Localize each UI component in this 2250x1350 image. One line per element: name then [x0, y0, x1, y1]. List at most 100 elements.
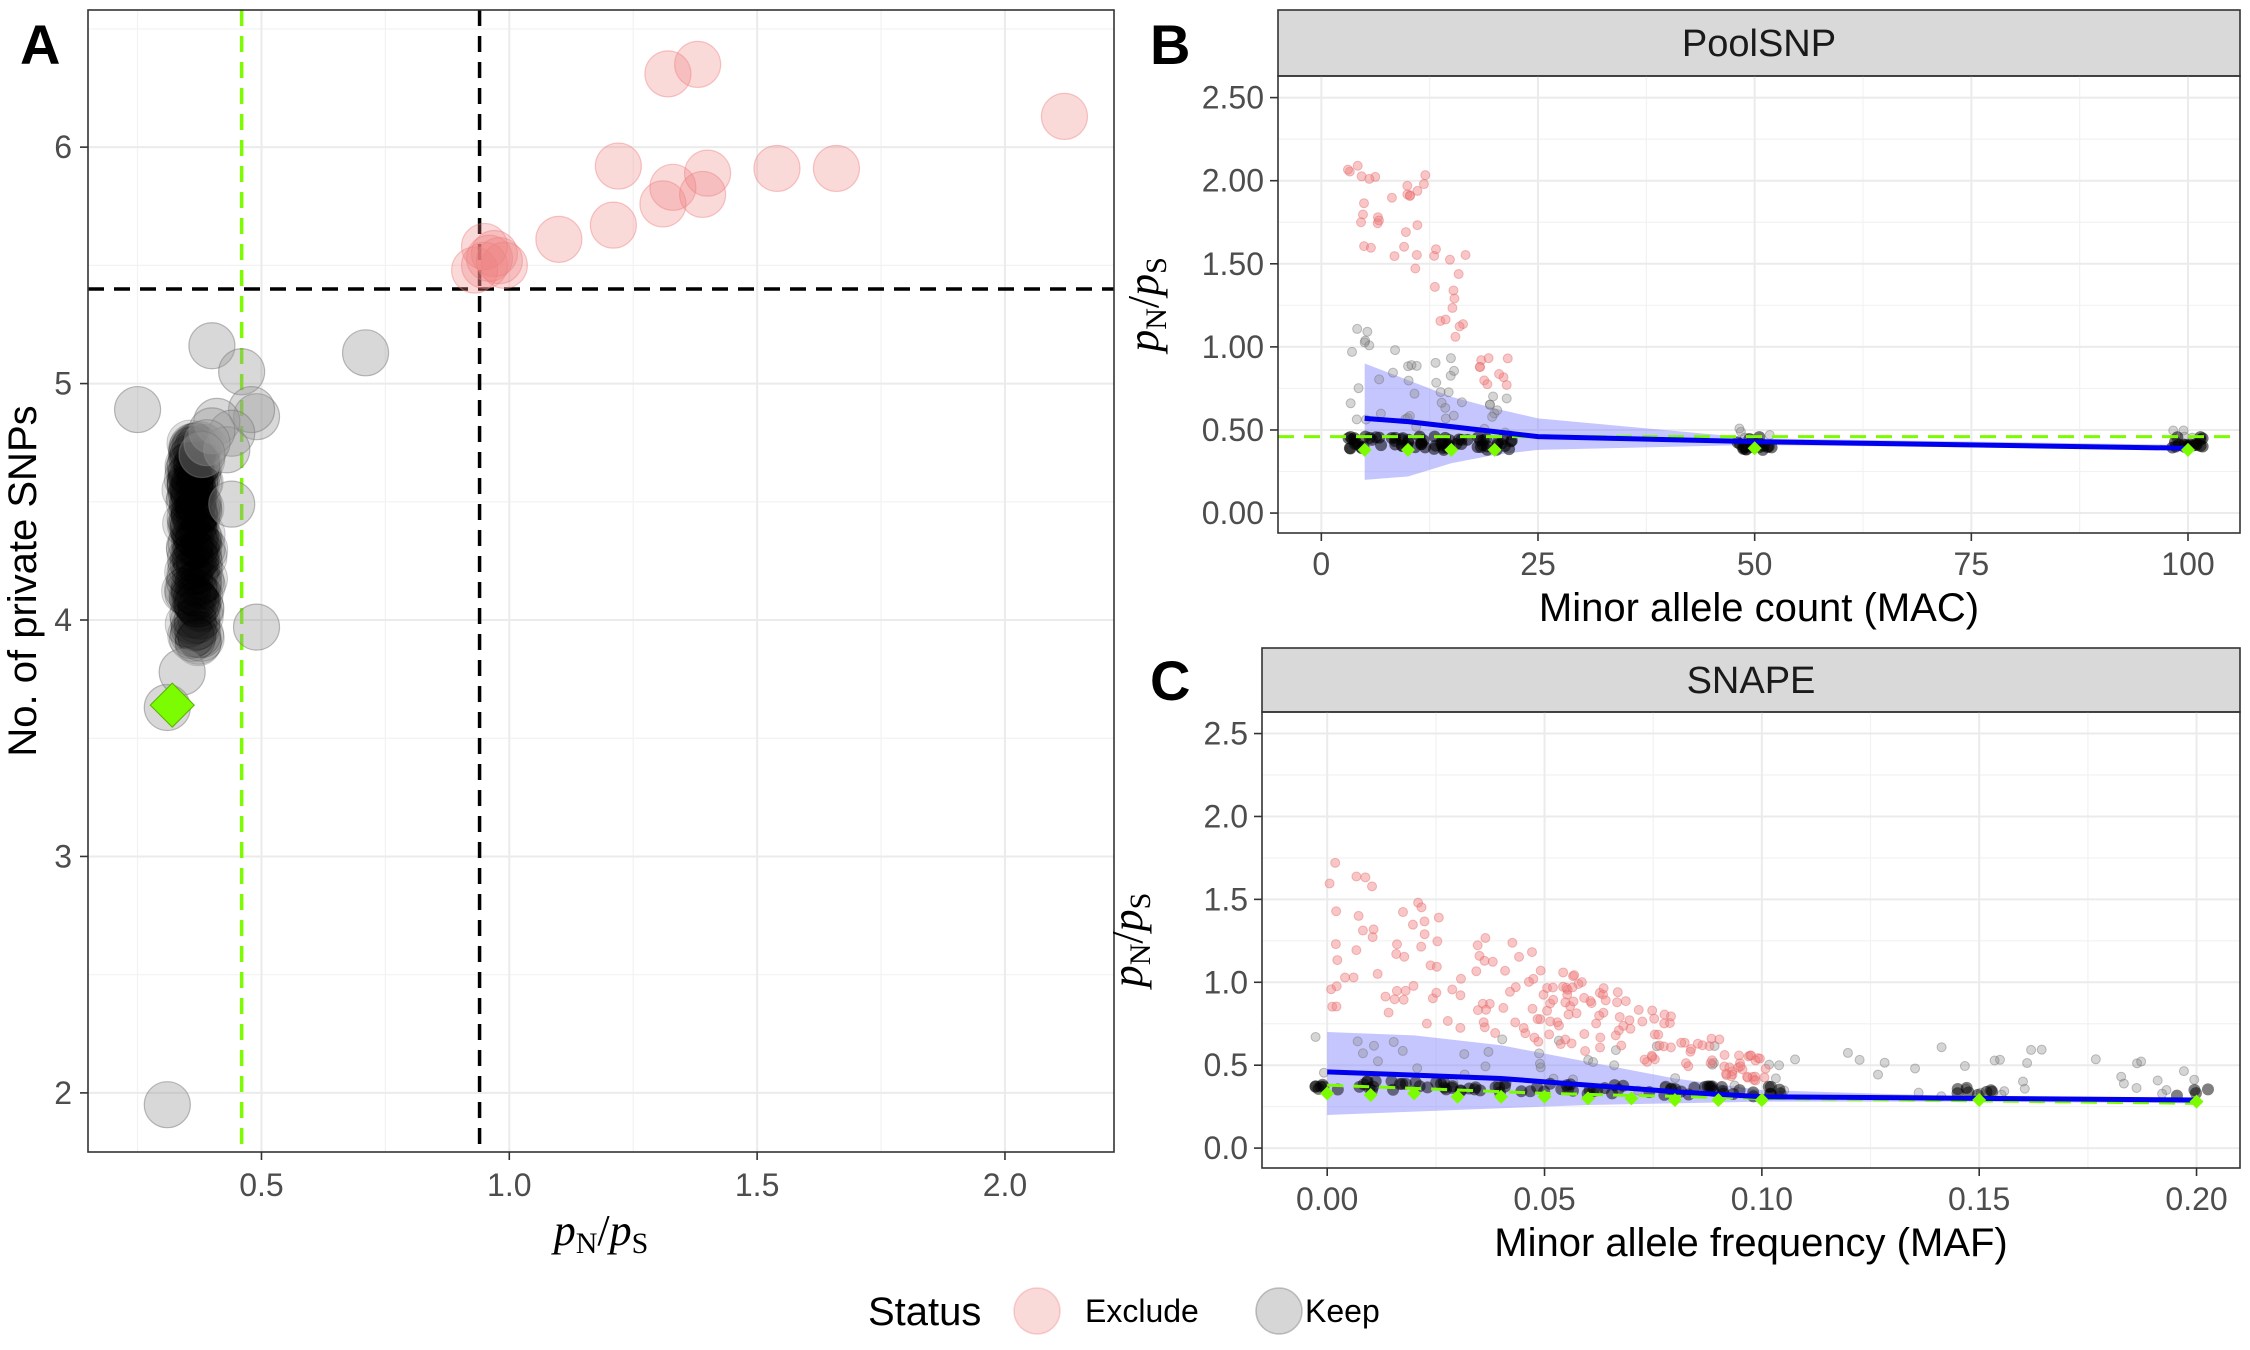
exclude-point: [1591, 1018, 1602, 1029]
exclude-point: [1449, 293, 1460, 304]
keep-point: [180, 555, 228, 603]
panel-a-frame: [87, 9, 1115, 1153]
exclude-point: [1367, 932, 1378, 943]
exclude-point: [1330, 939, 1341, 950]
b-y-title-p1: p: [1119, 330, 1168, 355]
keep-point: [181, 526, 229, 574]
keep-point: [177, 583, 225, 631]
exclude-point: [1372, 218, 1383, 229]
keep-point: [173, 531, 221, 579]
x-title-sep: /: [597, 1206, 610, 1255]
panel-b-x-axis-title: Minor allele count (MAC): [1539, 586, 1979, 630]
exclude-point: [460, 222, 509, 271]
keep-point: [175, 539, 223, 587]
black-point: [1951, 1083, 1964, 1096]
keep-point: [1310, 1031, 1321, 1042]
exclude-point: [1453, 269, 1464, 280]
exclude-point: [644, 50, 692, 98]
exclude-point: [1367, 881, 1378, 892]
green-diamond: [1450, 1089, 1465, 1104]
exclude-point: [1737, 1064, 1748, 1075]
black-point: [1395, 433, 1408, 446]
panel-b-y-ticks: 0.00 0.50 1.00 1.50 2.00 2.50: [1202, 80, 1278, 531]
keep-point: [173, 442, 221, 490]
keep-point: [341, 329, 390, 377]
keep-point: [171, 457, 219, 505]
keep-point: [1430, 357, 1441, 368]
exclude-point: [1686, 1043, 1697, 1054]
keep-point: [208, 480, 256, 528]
keep-point: [172, 422, 220, 470]
exclude-point: [1595, 1032, 1606, 1043]
keep-point: [170, 492, 218, 540]
keep-point: [2152, 1075, 2163, 1086]
fit-line: [1327, 1069, 2197, 1103]
exclude-point: [460, 241, 509, 289]
keep-point: [171, 490, 219, 538]
exclude-point: [1413, 897, 1424, 908]
panel-a-x-axis-title: pN/pS: [551, 1206, 649, 1260]
exclude-point: [1719, 1049, 1730, 1060]
exclude-point: [1612, 997, 1623, 1008]
keep-point: [164, 569, 212, 617]
exclude-point: [1742, 1071, 1753, 1082]
exclude-point: [1545, 998, 1556, 1009]
exclude-point: [1476, 355, 1487, 366]
exclude-point: [1331, 906, 1342, 917]
exclude-point: [1637, 1016, 1648, 1027]
exclude-point: [1435, 316, 1446, 327]
keep-point: [1534, 1058, 1545, 1069]
exclude-point: [1480, 932, 1491, 943]
exclude-point: [1560, 1034, 1571, 1045]
green-diamond: [1537, 1089, 1552, 1104]
exclude-point: [1472, 940, 1483, 951]
keep-point: [1707, 1059, 1718, 1070]
exclude-point: [1490, 1028, 1501, 1039]
keep-point: [168, 614, 216, 662]
keep-point: [1411, 360, 1422, 371]
keep-point: [1610, 1045, 1621, 1056]
keep-point: [1873, 1069, 1884, 1080]
keep-point: [170, 489, 218, 537]
x-tick-label: 0.15: [1948, 1181, 2010, 1217]
keep-point: [188, 407, 236, 455]
keep-point: [170, 574, 218, 622]
highlight-diamond: [149, 682, 195, 728]
keep-point: [1999, 1086, 2010, 1097]
panel-b-frame: [1277, 75, 2241, 534]
green-diamond: [2181, 442, 2195, 457]
exclude-point: [1370, 171, 1381, 182]
keep-point: [1535, 1062, 1546, 1073]
keep-point: [161, 466, 209, 514]
green-diamond: [1754, 1093, 1769, 1108]
exclude-point: [1567, 982, 1578, 993]
keep-point: [170, 568, 218, 616]
exclude-point: [1558, 967, 1569, 978]
exclude-point: [674, 40, 722, 88]
exclude-point: [1553, 1020, 1564, 1031]
keep-point: [169, 468, 217, 516]
exclude-point: [1368, 924, 1379, 935]
keep-point: [167, 501, 215, 549]
keep-point: [1583, 1055, 1594, 1066]
exclude-point: [1552, 1017, 1563, 1028]
exclude-point: [1734, 1050, 1745, 1061]
keep-point: [1456, 397, 1467, 408]
keep-point: [174, 571, 222, 619]
exclude-point: [1649, 1013, 1660, 1024]
exclude-point: [1471, 966, 1482, 977]
keep-point: [174, 518, 222, 566]
keep-point: [170, 518, 218, 566]
panel-a: A 0.5 1.0 1.5 2.0 2 3 4 5 6 No. of private SNPs…: [1, 9, 1115, 1260]
exclude-point: [1365, 242, 1376, 253]
exclude-point: [1448, 285, 1459, 296]
exclude-point: [1352, 160, 1363, 171]
x-tick-label: 0.10: [1731, 1181, 1793, 1217]
panel-c-strip-label: SNAPE: [1687, 660, 1816, 702]
panel-tag-c: C: [1150, 649, 1190, 712]
keep-point: [169, 591, 217, 639]
keep-point: [166, 535, 214, 583]
exclude-point: [1747, 1071, 1758, 1082]
keep-point: [175, 532, 223, 580]
exclude-point: [1412, 185, 1423, 196]
